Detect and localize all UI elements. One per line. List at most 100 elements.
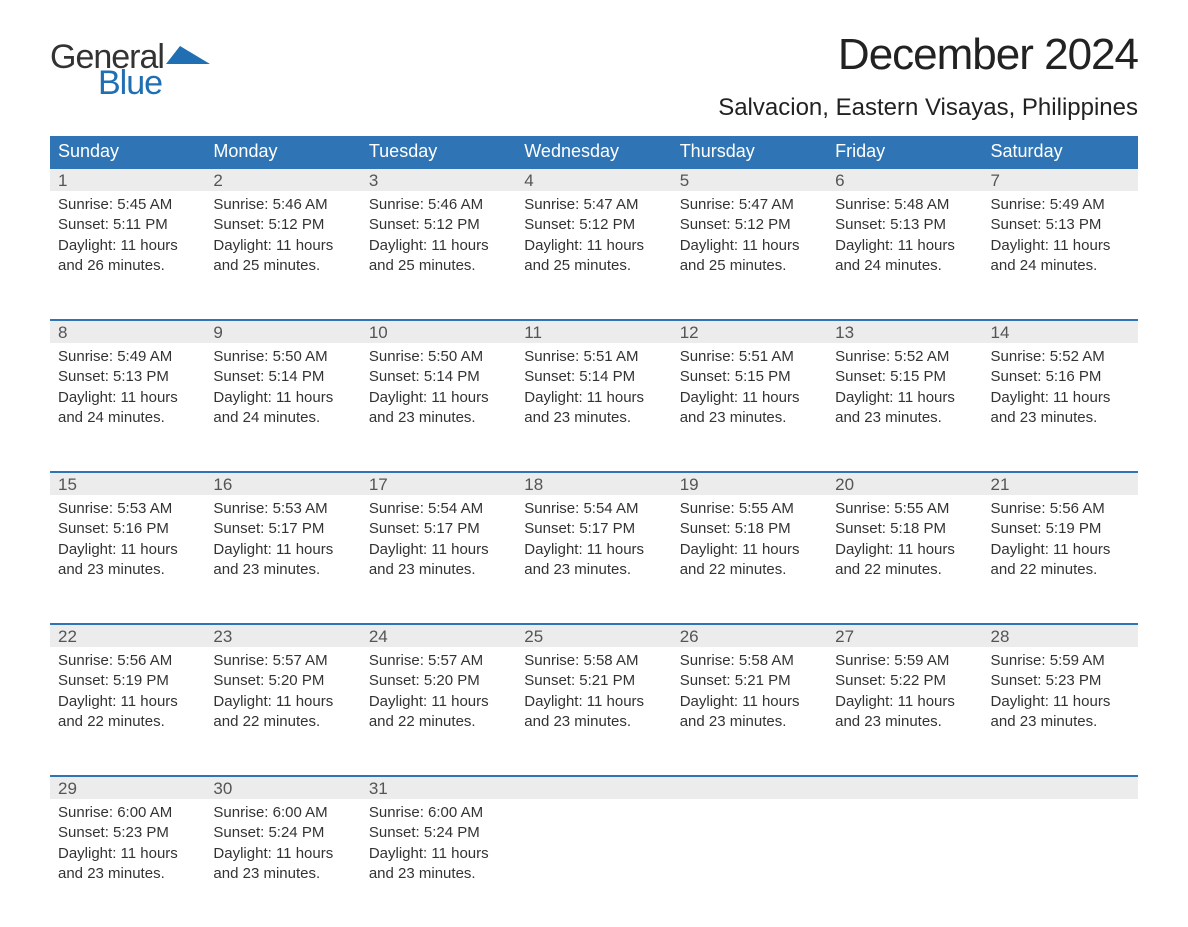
day-number: 26 xyxy=(672,623,827,647)
sunrise-text: Sunrise: 5:59 AM xyxy=(835,651,974,671)
sunrise-text: Sunrise: 5:58 AM xyxy=(524,651,663,671)
day-number: 16 xyxy=(205,471,360,495)
day-number: 24 xyxy=(361,623,516,647)
sunset-text: Sunset: 5:17 PM xyxy=(369,519,508,539)
day-cell: Sunrise: 6:00 AMSunset: 5:24 PMDaylight:… xyxy=(361,799,516,894)
sunset-text: Sunset: 5:18 PM xyxy=(835,519,974,539)
day-cell: Sunrise: 5:57 AMSunset: 5:20 PMDaylight:… xyxy=(205,647,360,742)
day-header: Tuesday xyxy=(361,136,516,167)
sunset-text: Sunset: 5:15 PM xyxy=(835,367,974,387)
sunset-text: Sunset: 5:16 PM xyxy=(58,519,197,539)
month-title: December 2024 xyxy=(718,30,1138,80)
sunset-text: Sunset: 5:12 PM xyxy=(213,215,352,235)
sunset-text: Sunset: 5:15 PM xyxy=(680,367,819,387)
daylight-text-1: Daylight: 11 hours xyxy=(524,540,663,560)
daylight-text-2: and 23 minutes. xyxy=(369,864,508,884)
day-number: 22 xyxy=(50,623,205,647)
week-body-row: Sunrise: 5:45 AMSunset: 5:11 PMDaylight:… xyxy=(50,191,1138,319)
sunrise-text: Sunrise: 5:54 AM xyxy=(369,499,508,519)
daylight-text-2: and 26 minutes. xyxy=(58,256,197,276)
daylight-text-1: Daylight: 11 hours xyxy=(58,236,197,256)
daylight-text-2: and 24 minutes. xyxy=(835,256,974,276)
logo: General Blue xyxy=(50,40,212,100)
day-number: 10 xyxy=(361,319,516,343)
day-number: 4 xyxy=(516,167,671,191)
empty-day-cell xyxy=(827,799,982,813)
sunset-text: Sunset: 5:12 PM xyxy=(524,215,663,235)
sunset-text: Sunset: 5:14 PM xyxy=(213,367,352,387)
sunrise-text: Sunrise: 5:55 AM xyxy=(680,499,819,519)
day-cell: Sunrise: 5:47 AMSunset: 5:12 PMDaylight:… xyxy=(516,191,671,286)
daylight-text-1: Daylight: 11 hours xyxy=(991,540,1130,560)
daylight-text-1: Daylight: 11 hours xyxy=(991,388,1130,408)
daylight-text-1: Daylight: 11 hours xyxy=(213,692,352,712)
day-number: 2 xyxy=(205,167,360,191)
day-number: 30 xyxy=(205,775,360,799)
sunrise-text: Sunrise: 5:46 AM xyxy=(213,195,352,215)
sunrise-text: Sunrise: 5:49 AM xyxy=(58,347,197,367)
sunset-text: Sunset: 5:23 PM xyxy=(991,671,1130,691)
sunset-text: Sunset: 5:14 PM xyxy=(524,367,663,387)
day-number: 15 xyxy=(50,471,205,495)
day-number: 29 xyxy=(50,775,205,799)
daylight-text-1: Daylight: 11 hours xyxy=(213,388,352,408)
sunrise-text: Sunrise: 6:00 AM xyxy=(58,803,197,823)
sunrise-text: Sunrise: 5:53 AM xyxy=(213,499,352,519)
sunrise-text: Sunrise: 5:57 AM xyxy=(213,651,352,671)
sunrise-text: Sunrise: 5:50 AM xyxy=(369,347,508,367)
daylight-text-1: Daylight: 11 hours xyxy=(835,692,974,712)
sunrise-text: Sunrise: 5:57 AM xyxy=(369,651,508,671)
day-number: 11 xyxy=(516,319,671,343)
day-cell: Sunrise: 5:45 AMSunset: 5:11 PMDaylight:… xyxy=(50,191,205,286)
day-cell: Sunrise: 5:54 AMSunset: 5:17 PMDaylight:… xyxy=(516,495,671,590)
sunset-text: Sunset: 5:19 PM xyxy=(58,671,197,691)
day-cell: Sunrise: 5:49 AMSunset: 5:13 PMDaylight:… xyxy=(983,191,1138,286)
daylight-text-2: and 24 minutes. xyxy=(58,408,197,428)
sunset-text: Sunset: 5:16 PM xyxy=(991,367,1130,387)
daylight-text-1: Daylight: 11 hours xyxy=(58,540,197,560)
day-cell: Sunrise: 5:52 AMSunset: 5:16 PMDaylight:… xyxy=(983,343,1138,438)
empty-day-number xyxy=(827,775,982,799)
day-cell: Sunrise: 5:53 AMSunset: 5:17 PMDaylight:… xyxy=(205,495,360,590)
daylight-text-1: Daylight: 11 hours xyxy=(680,236,819,256)
day-cell: Sunrise: 5:55 AMSunset: 5:18 PMDaylight:… xyxy=(672,495,827,590)
sunset-text: Sunset: 5:14 PM xyxy=(369,367,508,387)
daylight-text-2: and 23 minutes. xyxy=(835,408,974,428)
day-header: Friday xyxy=(827,136,982,167)
day-header: Wednesday xyxy=(516,136,671,167)
day-number: 13 xyxy=(827,319,982,343)
sunrise-text: Sunrise: 5:55 AM xyxy=(835,499,974,519)
daylight-text-2: and 22 minutes. xyxy=(213,712,352,732)
sunrise-text: Sunrise: 5:56 AM xyxy=(991,499,1130,519)
daylight-text-1: Daylight: 11 hours xyxy=(680,692,819,712)
sunrise-text: Sunrise: 5:51 AM xyxy=(680,347,819,367)
day-header: Thursday xyxy=(672,136,827,167)
day-cell: Sunrise: 6:00 AMSunset: 5:23 PMDaylight:… xyxy=(50,799,205,894)
daylight-text-1: Daylight: 11 hours xyxy=(369,236,508,256)
day-header: Sunday xyxy=(50,136,205,167)
daylight-text-1: Daylight: 11 hours xyxy=(213,844,352,864)
day-cell: Sunrise: 6:00 AMSunset: 5:24 PMDaylight:… xyxy=(205,799,360,894)
week-number-row: 22232425262728 xyxy=(50,623,1138,647)
day-cell: Sunrise: 5:49 AMSunset: 5:13 PMDaylight:… xyxy=(50,343,205,438)
sunset-text: Sunset: 5:12 PM xyxy=(680,215,819,235)
day-number: 17 xyxy=(361,471,516,495)
day-cell: Sunrise: 5:50 AMSunset: 5:14 PMDaylight:… xyxy=(361,343,516,438)
daylight-text-1: Daylight: 11 hours xyxy=(58,388,197,408)
day-cell: Sunrise: 5:54 AMSunset: 5:17 PMDaylight:… xyxy=(361,495,516,590)
empty-day-cell xyxy=(516,799,671,813)
day-number: 12 xyxy=(672,319,827,343)
title-block: December 2024 Salvacion, Eastern Visayas… xyxy=(718,30,1138,130)
day-cell: Sunrise: 5:51 AMSunset: 5:14 PMDaylight:… xyxy=(516,343,671,438)
sunrise-text: Sunrise: 5:52 AM xyxy=(835,347,974,367)
day-header: Saturday xyxy=(983,136,1138,167)
day-number: 5 xyxy=(672,167,827,191)
daylight-text-1: Daylight: 11 hours xyxy=(369,692,508,712)
day-cell: Sunrise: 5:53 AMSunset: 5:16 PMDaylight:… xyxy=(50,495,205,590)
week-body-row: Sunrise: 6:00 AMSunset: 5:23 PMDaylight:… xyxy=(50,799,1138,927)
daylight-text-2: and 23 minutes. xyxy=(680,712,819,732)
daylight-text-1: Daylight: 11 hours xyxy=(58,844,197,864)
sunset-text: Sunset: 5:21 PM xyxy=(524,671,663,691)
day-number: 7 xyxy=(983,167,1138,191)
daylight-text-2: and 25 minutes. xyxy=(524,256,663,276)
